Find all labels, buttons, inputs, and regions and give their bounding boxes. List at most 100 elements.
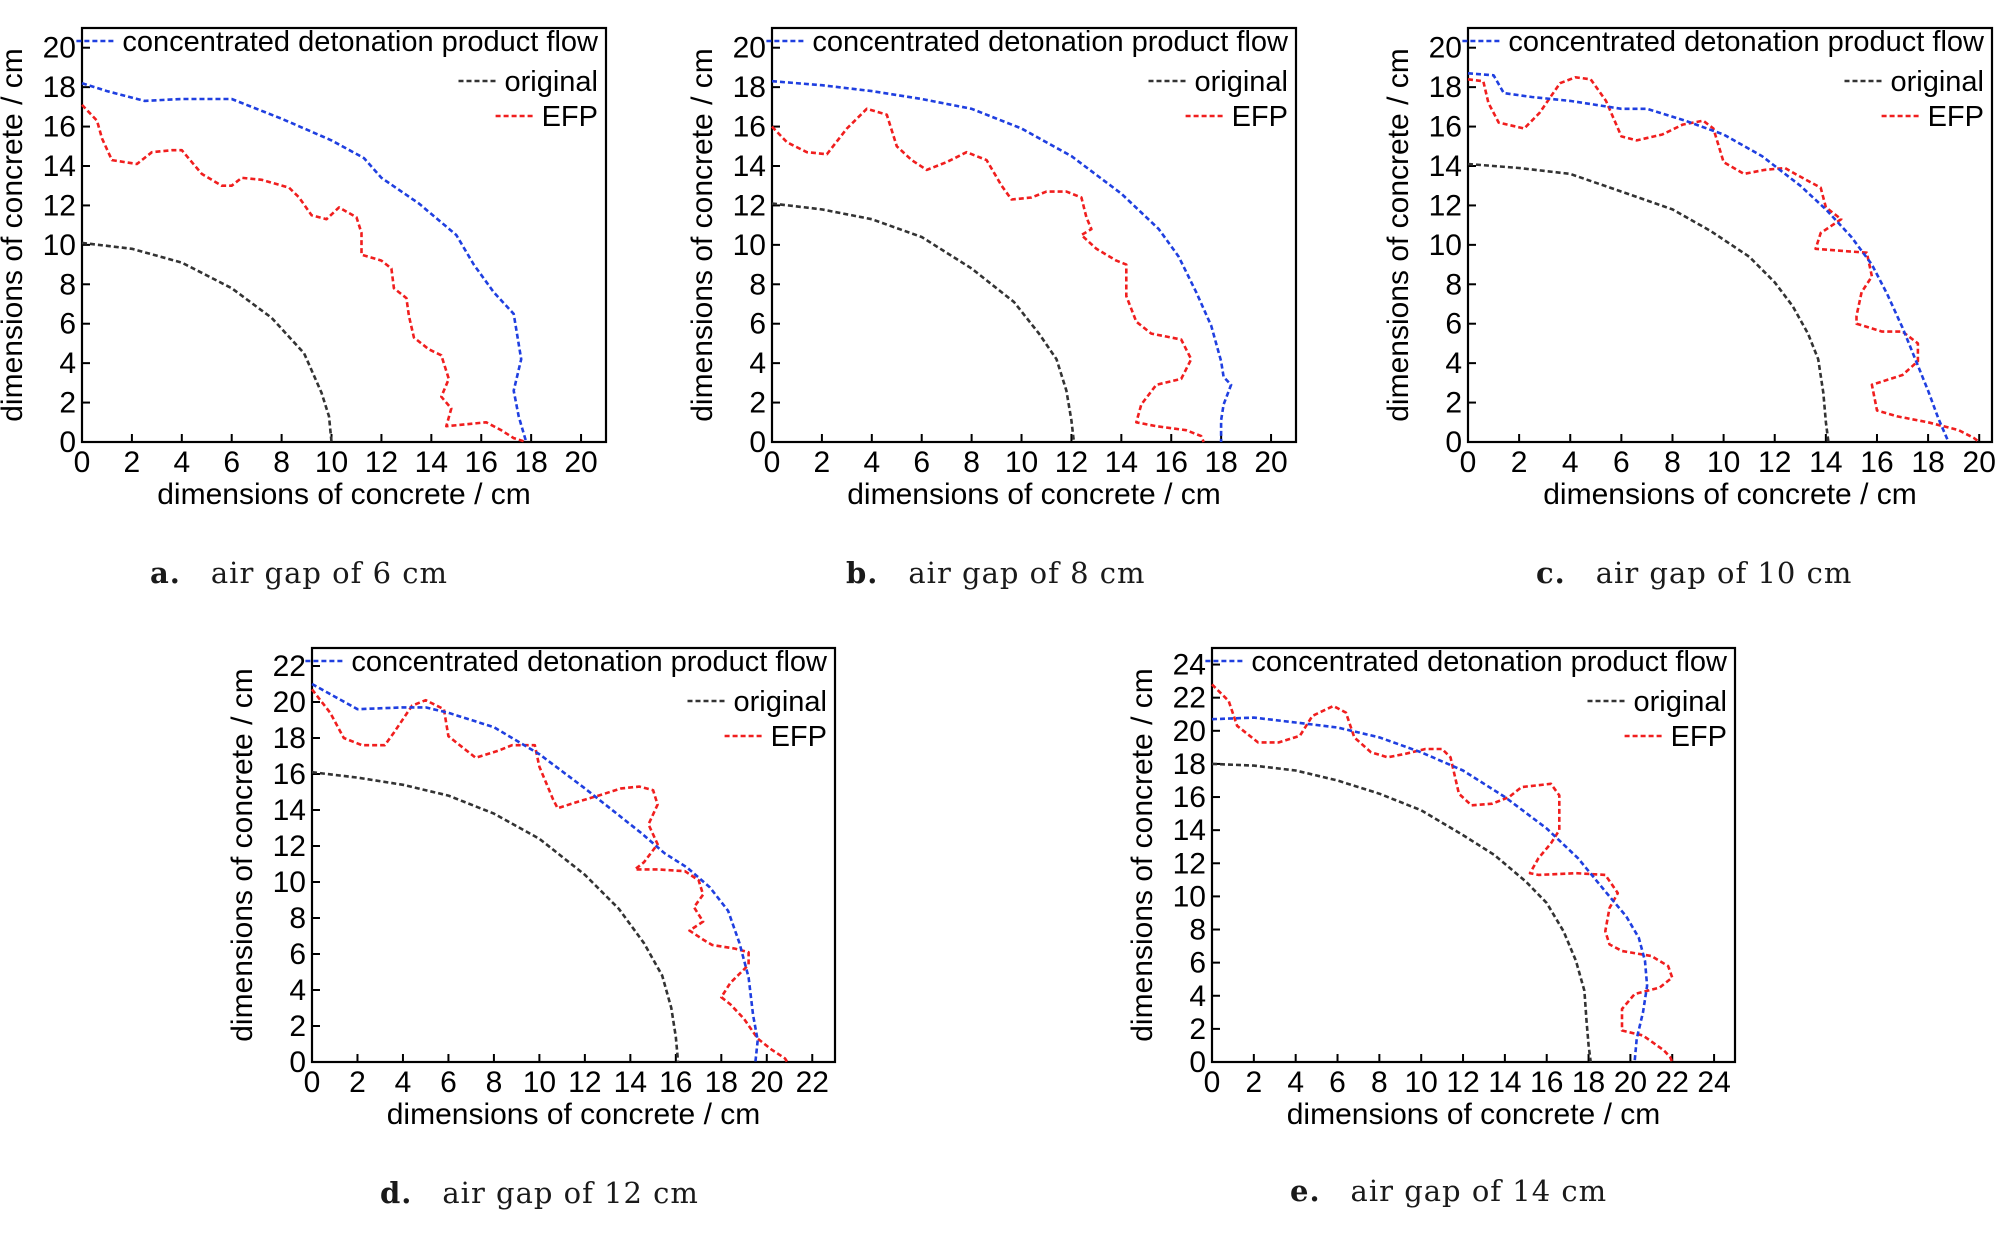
x-tick-label: 14 [614, 1066, 647, 1099]
x-tick-label: 14 [1105, 446, 1138, 479]
y-tick-label: 20 [733, 32, 766, 65]
x-tick-label: 4 [1287, 1066, 1304, 1099]
y-tick-label: 22 [273, 650, 306, 683]
x-axis-title: dimensions of concrete / cm [157, 478, 531, 511]
x-tick-label: 12 [568, 1066, 601, 1099]
y-tick-label: 2 [1445, 387, 1462, 420]
caption-text: air gap of 14 cm [1350, 1174, 1608, 1208]
y-tick-label: 2 [289, 1010, 306, 1043]
series-line-efp [771, 107, 1205, 443]
y-tick-label: 6 [1445, 308, 1462, 341]
chart-svg: 0 2 4 6 8 10 12 14 16 18 2002468101214161820dimens… [0, 26, 608, 511]
series-line-original [311, 770, 680, 1063]
x-tick-label: 4 [395, 1066, 412, 1099]
y-tick-label: 8 [1445, 268, 1462, 301]
legend-label: EFP [771, 721, 827, 753]
y-axis-title: dimensions of concrete / cm [1126, 668, 1159, 1042]
legend-label: original [1195, 66, 1289, 98]
series-line-efp [1467, 76, 1980, 444]
caption-letter: a. [150, 556, 181, 590]
caption-text: air gap of 8 cm [908, 556, 1146, 590]
y-tick-label: 16 [733, 111, 766, 144]
caption-letter: e. [1290, 1174, 1321, 1208]
x-tick-label: 0 [304, 1066, 321, 1099]
x-axis-title: dimensions of concrete / cm [847, 478, 1221, 511]
legend-label: original [505, 66, 599, 98]
series-line-flow [771, 79, 1233, 442]
x-tick-label: 16 [1860, 446, 1893, 479]
legend-label: original [1891, 66, 1985, 98]
y-tick-label: 4 [1189, 980, 1206, 1013]
legend-label: EFP [1232, 101, 1288, 133]
x-tick-label: 2 [349, 1066, 366, 1099]
x-tick-label: 8 [273, 446, 290, 479]
y-tick-label: 0 [59, 426, 76, 459]
x-tick-label: 20 [1614, 1066, 1647, 1099]
chart-panel-c: 0 2 4 6 8 10 12 14 16 18 20 0 2 4 6 8 10 12 14 16 18 20 dimens… [1382, 0, 2007, 560]
x-tick-label: 6 [440, 1066, 457, 1099]
x-tick-label: 12 [1055, 446, 1088, 479]
y-tick-label: 16 [273, 758, 306, 791]
chart-panel-a: 0 2 4 6 8 10 12 14 16 18 20 0 2 4 6 8 10 12 14 16 18 20 dimens… [0, 0, 621, 560]
x-tick-label: 22 [1656, 1066, 1689, 1099]
x-tick-label: 10 [1707, 446, 1740, 479]
legend-label: EFP [1671, 721, 1727, 753]
x-tick-label: 0 [74, 446, 91, 479]
plot-frame [1210, 646, 1737, 1064]
y-tick-label: 20 [1429, 32, 1462, 65]
x-axis-title: dimensions of concrete / cm [387, 1098, 761, 1131]
caption-a: a. air gap of 6 cm [150, 556, 448, 590]
x-tick-label: 0 [764, 446, 781, 479]
series-line-original [1467, 162, 1830, 443]
caption-text: air gap of 6 cm [210, 556, 448, 590]
y-tick-label: 8 [1189, 914, 1206, 947]
y-tick-label: 6 [289, 938, 306, 971]
legend-label: concentrated detonation product flow [812, 26, 1289, 58]
legend-label: EFP [1928, 101, 1984, 133]
y-tick-label: 8 [749, 268, 766, 301]
legend-label: concentrated detonation product flow [351, 646, 828, 678]
y-tick-label: 14 [43, 150, 76, 183]
caption-d: d. air gap of 12 cm [380, 1176, 699, 1210]
caption-text: air gap of 10 cm [1595, 556, 1853, 590]
y-tick-label: 4 [59, 347, 76, 380]
series-line-original [771, 202, 1076, 443]
x-tick-label: 8 [963, 446, 980, 479]
chart-svg: 0 2 4 6 8 10 12 14 16 18 20 220246810121416182022di… [226, 646, 837, 1131]
chart-panel-b: 0 2 4 6 8 10 12 14 16 18 20 0 2 4 6 8 10 12 14 16 18 20 dimens… [686, 0, 1311, 560]
caption-letter: d. [380, 1176, 413, 1210]
y-tick-label: 0 [749, 426, 766, 459]
y-tick-label: 6 [59, 308, 76, 341]
x-tick-label: 16 [465, 446, 498, 479]
plot-frame [770, 26, 1298, 444]
y-tick-label: 0 [1445, 426, 1462, 459]
y-tick-label: 20 [1173, 715, 1206, 748]
y-tick-label: 12 [733, 189, 766, 222]
x-tick-label: 16 [1530, 1066, 1563, 1099]
series-line-original [1211, 762, 1592, 1063]
y-tick-label: 0 [289, 1046, 306, 1079]
x-tick-label: 6 [1613, 446, 1630, 479]
y-tick-label: 18 [1429, 71, 1462, 104]
y-tick-label: 18 [273, 722, 306, 755]
x-tick-label: 8 [1664, 446, 1681, 479]
x-tick-label: 16 [659, 1066, 692, 1099]
y-tick-label: 10 [1173, 880, 1206, 913]
chart-svg: 0 2 4 6 8 10 12 14 16 18 2002468101214161820dimens… [686, 26, 1298, 511]
caption-e: e. air gap of 14 cm [1290, 1174, 1607, 1208]
x-tick-label: 18 [1204, 446, 1237, 479]
y-tick-label: 14 [1429, 150, 1462, 183]
y-tick-label: 2 [1189, 1013, 1206, 1046]
y-axis-title: dimensions of concrete / cm [1382, 48, 1415, 422]
y-tick-label: 14 [273, 794, 306, 827]
x-tick-label: 10 [1005, 446, 1038, 479]
y-tick-label: 12 [1429, 189, 1462, 222]
caption-letter: c. [1536, 556, 1566, 590]
legend-label: original [1634, 686, 1728, 718]
y-tick-label: 4 [749, 347, 766, 380]
x-tick-label: 8 [486, 1066, 503, 1099]
y-tick-label: 24 [1173, 649, 1206, 682]
legend-label: original [734, 686, 828, 718]
plot-frame [310, 646, 837, 1064]
y-tick-label: 18 [1173, 748, 1206, 781]
